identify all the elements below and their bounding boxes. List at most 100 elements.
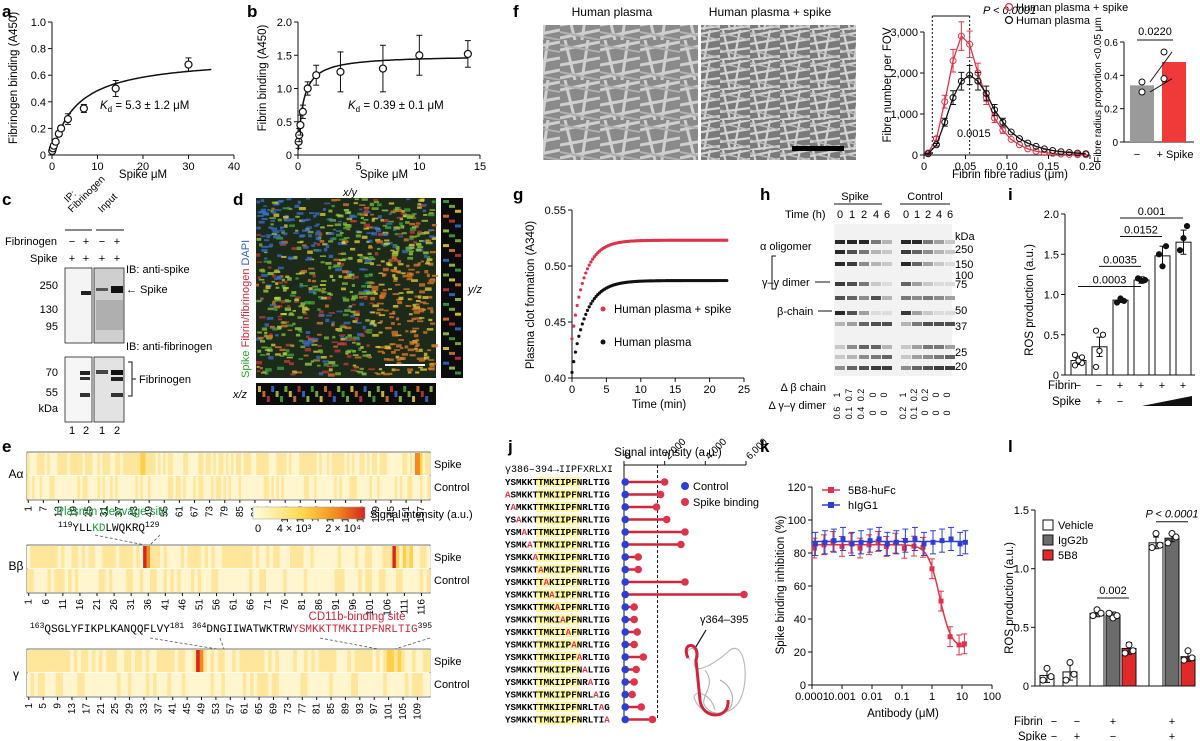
heat-cell-spike	[291, 453, 295, 475]
h-band	[912, 262, 922, 266]
heat-cell-control	[372, 673, 377, 696]
heat-cell-spike	[153, 546, 158, 568]
heat-cell-control	[317, 569, 322, 592]
d-speckle	[287, 353, 294, 357]
k-point-blue	[822, 539, 828, 545]
c-mw-70: 70	[46, 367, 58, 379]
d-speckle	[324, 296, 332, 300]
d-speckle	[399, 222, 403, 226]
d-speckle	[393, 266, 398, 270]
h-gg-label: γ–γ dimer	[762, 277, 810, 289]
d-speckle	[328, 361, 336, 365]
d-speckle	[308, 290, 315, 294]
j-highlight	[536, 614, 580, 625]
d-speckle	[369, 302, 374, 305]
h-band	[945, 355, 955, 359]
heat-cell-control	[132, 476, 136, 499]
d-xz-speckle	[275, 391, 279, 397]
h-band	[934, 282, 944, 286]
heat-cell-spike	[343, 650, 348, 672]
heat-cell-spike	[242, 546, 246, 568]
c-mw-95: 95	[46, 321, 58, 333]
i-point	[1176, 247, 1184, 254]
heat-cell-control	[98, 569, 103, 592]
h-band	[945, 322, 955, 326]
heat-cell-spike	[239, 650, 244, 672]
d-speckle	[397, 233, 404, 236]
d-speckle	[322, 243, 328, 246]
d-speckle	[373, 292, 378, 295]
heat-cell-control	[286, 673, 290, 696]
j-spike-point	[628, 690, 636, 699]
h-band	[871, 282, 881, 286]
h-band	[882, 311, 892, 315]
heat-cell-spike	[334, 453, 338, 475]
d-speckle	[318, 289, 325, 292]
l-point	[1184, 647, 1192, 655]
e-tick-label: 69	[268, 703, 279, 715]
d-speckle	[373, 323, 377, 327]
d-speckle	[274, 269, 280, 271]
e-legend-title: Signal intensity (a.u.)	[370, 509, 473, 521]
heat-cell-control	[112, 569, 117, 592]
heat-cell-control	[386, 673, 391, 696]
heat-cell-spike	[351, 453, 355, 475]
d-speckle	[391, 270, 399, 273]
panel-label-e: e	[2, 437, 11, 456]
d-xz-speckle	[328, 391, 332, 397]
d-xz-speckle	[266, 396, 270, 402]
h-band	[859, 240, 869, 244]
d-speckle	[395, 317, 400, 321]
d-speckle	[306, 335, 310, 338]
d-speckle	[287, 329, 293, 332]
panel-c: c IP: Fibrinogen Input Fibrinogen Spike …	[2, 174, 212, 437]
k-point-blue	[849, 541, 855, 547]
d-yz-speckle	[443, 317, 449, 321]
e-seq-163: 163QSGLYFIKPLKANQQFLVY181	[30, 622, 184, 636]
heat-cell-control	[62, 476, 66, 499]
k-point-red	[911, 543, 917, 549]
heat-cell-spike	[129, 546, 134, 568]
y-tick-label: 1.5	[1044, 249, 1059, 261]
k-point-blue	[921, 541, 927, 547]
e-tick-label: 56	[212, 599, 223, 611]
heat-cell-spike	[225, 546, 229, 568]
d-speckle	[308, 234, 313, 238]
heat-cell-spike	[399, 453, 403, 475]
d-speckle	[405, 246, 413, 250]
heat-cell-control	[368, 673, 373, 696]
h-band	[945, 240, 955, 244]
h-band	[934, 240, 944, 244]
h-quant: 1	[832, 392, 842, 397]
h-band	[859, 282, 869, 286]
heat-cell-control	[259, 569, 263, 592]
d-speckle	[428, 318, 433, 322]
heat-cell-control	[349, 476, 353, 499]
heat-cell-spike	[311, 453, 315, 475]
x-tick-label: 0.05	[955, 161, 976, 173]
y-tick-label: 0	[40, 150, 46, 162]
h-band	[835, 322, 845, 326]
heat-cell-spike	[194, 546, 199, 568]
heat-cell-spike	[127, 453, 131, 475]
d-yz-speckle	[443, 347, 449, 350]
heat-cell-control	[74, 569, 79, 592]
d-speckle	[349, 337, 356, 341]
k-point-blue	[948, 536, 954, 542]
heat-cell-control	[238, 476, 242, 499]
d-speckle	[261, 248, 268, 253]
heat-cell-control	[187, 569, 192, 592]
d-speckle	[409, 222, 416, 226]
d-yz-speckle	[449, 351, 455, 355]
d-speckle	[261, 281, 265, 284]
heat-cell-spike	[178, 453, 181, 475]
heat-cell-spike	[80, 650, 85, 672]
d-xz-speckle	[302, 391, 305, 397]
d-speckle	[328, 254, 334, 259]
d-speckle	[407, 371, 412, 374]
heat-cell-control	[412, 476, 416, 499]
d-speckle	[342, 222, 348, 226]
d-speckle	[273, 270, 281, 274]
d-speckle	[300, 219, 305, 223]
g-point	[587, 263, 591, 267]
